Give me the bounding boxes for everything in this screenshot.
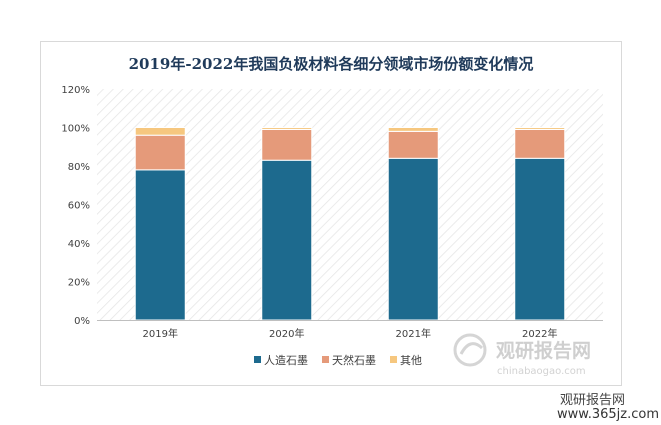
legend-swatch xyxy=(254,356,261,363)
y-tick-label: 0% xyxy=(74,316,90,327)
bar-segment-1-1 xyxy=(134,169,186,321)
legend-swatch xyxy=(322,356,329,363)
bar-segment-2-1 xyxy=(134,134,186,171)
legend-label: 人造石墨 xyxy=(264,353,308,367)
y-tick-label: 120% xyxy=(61,85,90,96)
x-tick-label: 2021年 xyxy=(396,327,431,340)
y-tick-label: 60% xyxy=(68,201,90,212)
bar-segment-1-2 xyxy=(261,159,313,321)
x-tick-label: 2020年 xyxy=(269,327,304,340)
bar-segment-3-3 xyxy=(387,127,439,132)
y-tick-label: 20% xyxy=(68,278,90,289)
chart-title: 2019年-2022年我国负极材料各细分领域市场份额变化情况 xyxy=(129,55,534,73)
bar-segment-1-4 xyxy=(514,157,566,321)
legend-label: 其他 xyxy=(400,354,422,367)
x-tick-label: 2019年 xyxy=(143,327,178,340)
y-tick-label: 80% xyxy=(68,162,90,173)
y-tick-label: 100% xyxy=(61,124,90,135)
bar-segment-2-4 xyxy=(514,128,566,159)
legend-swatch xyxy=(390,356,397,363)
bar-segment-3-1 xyxy=(134,127,186,136)
x-axis-ticks: 2019年 2020年 2021年 2022年 xyxy=(143,327,558,340)
bar-segment-2-3 xyxy=(387,130,439,159)
bar-segment-3-4 xyxy=(514,127,566,130)
legend-label: 天然石墨 xyxy=(332,353,376,367)
bars xyxy=(134,127,566,321)
watermark-url-2: www.365jz.com xyxy=(557,407,659,422)
bar-segment-3-2 xyxy=(261,127,313,130)
bar-segment-2-2 xyxy=(261,128,313,161)
bar-segment-1-3 xyxy=(387,157,439,321)
y-axis-ticks: 0% 20% 40% 60% 80% 100% 120% xyxy=(61,85,90,327)
chart-frame: 2019年-2022年我国负极材料各细分领域市场份额变化情况 0% 20% 40% 6… xyxy=(40,41,622,386)
x-tick-label: 2022年 xyxy=(522,327,557,340)
legend: 人造石墨 天然石墨 其他 xyxy=(254,353,422,367)
chart-svg: 2019年-2022年我国负极材料各细分领域市场份额变化情况 0% 20% 40% 6… xyxy=(61,55,603,367)
watermark-brand-2: 观研报告网 xyxy=(560,393,625,408)
y-tick-label: 40% xyxy=(68,239,90,250)
